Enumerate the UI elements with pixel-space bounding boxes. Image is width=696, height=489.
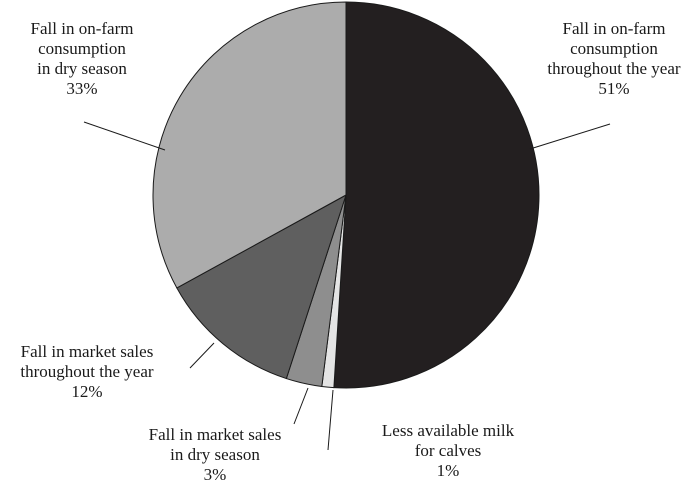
leader-line (189, 342, 215, 369)
slice-label: Fall in market sales throughout the year 1… (20, 342, 153, 401)
leader-line (83, 121, 166, 151)
slice-label-line: consumption (570, 39, 658, 58)
slice-label-line: Fall in market sales (149, 425, 282, 444)
slice-label: Fall in on-farm consumption in dry season 3… (31, 19, 134, 98)
slice-label-line: Less available milk (382, 421, 515, 440)
slice-percentage: 1% (437, 461, 460, 480)
slice-label-line: consumption (38, 39, 126, 58)
pie-slice (176, 193, 347, 380)
slice-label: Fall in market sales in dry season 3% (149, 425, 282, 484)
slice-label-line: Fall in on-farm (563, 19, 666, 38)
slice-label-line: in dry season (170, 445, 260, 464)
slice-label-line: throughout the year (20, 362, 153, 381)
slice-labels: Fall in on-farm consumption throughout the… (20, 19, 680, 484)
slice-percentage: 12% (71, 382, 102, 401)
slice-label-line: for calves (415, 441, 482, 460)
slice-label-line: throughout the year (547, 59, 680, 78)
leader-line (327, 389, 334, 451)
slice-label-line: Fall in market sales (21, 342, 154, 361)
pie-slice (333, 1, 540, 389)
slice-label-line: in dry season (37, 59, 127, 78)
slice-label-line: Fall in on-farm (31, 19, 134, 38)
leader-line (293, 387, 309, 425)
pie-slices (152, 1, 540, 389)
slice-label: Less available milk for calves 1% (382, 421, 515, 480)
pie-slice (152, 1, 347, 289)
slice-label: Fall in on-farm consumption throughout the… (547, 19, 680, 98)
slice-percentage: 3% (204, 465, 227, 484)
leader-line (529, 123, 611, 150)
slice-percentage: 51% (598, 79, 629, 98)
slice-percentage: 33% (66, 79, 97, 98)
leader-lines (83, 121, 611, 451)
